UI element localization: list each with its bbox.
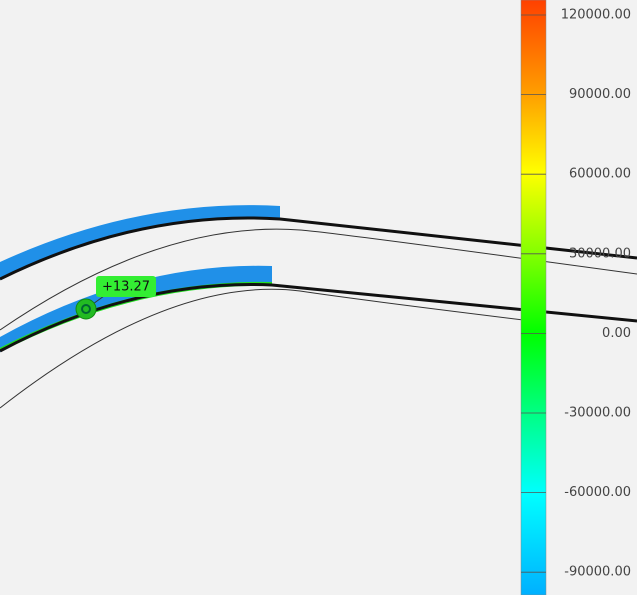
probe-label: +13.27	[102, 280, 150, 295]
legend-label: 0.00	[602, 326, 631, 341]
legend-label: 120000.00	[561, 8, 631, 23]
probe-point[interactable]	[75, 298, 97, 320]
legend: 120000.00 90000.00 60000.00 30000.00 0.00 -30…	[521, 8, 631, 580]
legend-label: -90000.00	[564, 565, 631, 580]
color-bar	[520, 0, 547, 595]
profile-curve	[0, 216, 637, 281]
legend-label: 30000.00	[569, 246, 631, 261]
probe-label-box[interactable]	[96, 276, 156, 297]
profile-curve-thin	[0, 288, 541, 409]
legend-label: 60000.00	[569, 167, 631, 182]
legend-label: -60000.00	[564, 485, 631, 500]
probe-point-center	[81, 304, 91, 314]
legend-label: 90000.00	[569, 87, 631, 102]
deviation-band	[0, 205, 280, 280]
legend-label: -30000.00	[564, 406, 631, 421]
profile-curve-thin	[0, 228, 637, 331]
